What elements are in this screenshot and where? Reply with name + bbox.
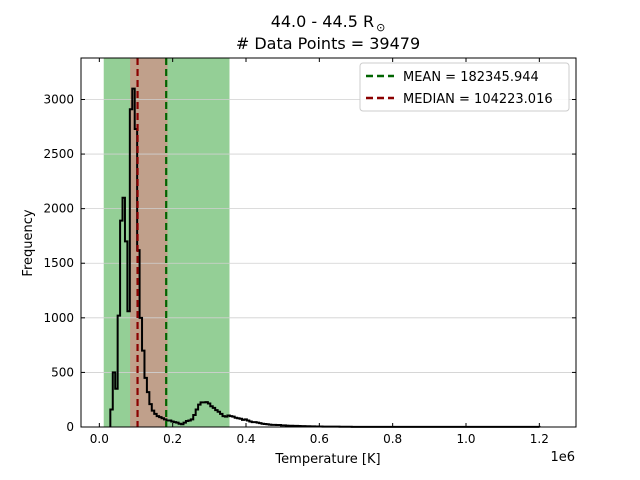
y-tick-label: 500 bbox=[51, 365, 74, 379]
y-tick-label: 2000 bbox=[43, 202, 74, 216]
x-tick-label: 0.0 bbox=[90, 432, 109, 446]
y-tick-label: 2500 bbox=[43, 147, 74, 161]
y-tick-label: 1000 bbox=[43, 311, 74, 325]
x-tick-label: 0.4 bbox=[236, 432, 255, 446]
legend: MEAN = 182345.944 MEDIAN = 104223.016 bbox=[359, 62, 570, 112]
median-band bbox=[130, 58, 168, 427]
legend-box bbox=[359, 62, 570, 112]
stat-lines bbox=[136, 58, 168, 427]
x-tick-label: 0.8 bbox=[383, 432, 402, 446]
y-axis-label: Frequency bbox=[21, 209, 36, 276]
y-tick-label: 1500 bbox=[43, 256, 74, 270]
legend-median-label: MEDIAN = 104223.016 bbox=[403, 92, 553, 107]
x-axis-label: Temperature [K] bbox=[274, 452, 380, 467]
y-tick-label: 3000 bbox=[43, 92, 74, 106]
x-offset-label: 1e6 bbox=[550, 450, 575, 465]
x-tick-label: 1.2 bbox=[530, 432, 549, 446]
y-tick-label: 0 bbox=[66, 420, 74, 434]
y-axis-ticks: 0 500 1000 1500 2000 2500 3000 bbox=[43, 92, 576, 434]
x-tick-label: 0.6 bbox=[310, 432, 329, 446]
x-tick-label: 0.2 bbox=[163, 432, 182, 446]
x-axis-ticks: 0.0 0.2 0.4 0.6 0.8 1.0 1.2 bbox=[90, 58, 549, 446]
plot-frame bbox=[80, 57, 577, 428]
x-tick-label: 1.0 bbox=[456, 432, 475, 446]
chart-subtitle: # Data Points = 39479 bbox=[236, 34, 420, 53]
chart-title: 44.0 - 44.5 R ⊙ bbox=[271, 12, 386, 34]
legend-mean-label: MEAN = 182345.944 bbox=[403, 70, 539, 85]
sun-symbol: ⊙ bbox=[376, 21, 385, 34]
